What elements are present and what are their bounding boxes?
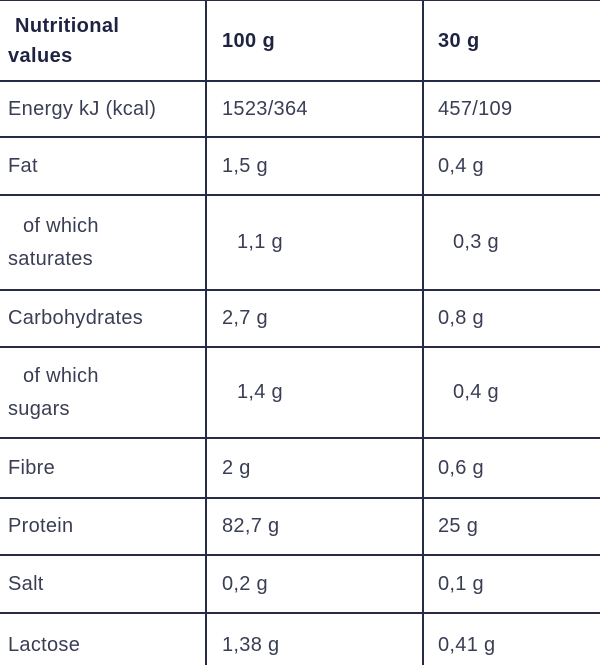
row-label-cell: Carbohydrates — [0, 291, 205, 346]
row-30g-cell: 0,1 g — [422, 556, 600, 612]
row-label-cell: Fat — [0, 138, 205, 194]
row-30g-value: 0,6 g — [438, 456, 484, 479]
table-row-protein: Protein 82,7 g 25 g — [0, 499, 600, 556]
row-100g-cell: 82,7 g — [205, 499, 422, 554]
row-100g-value: 1,1 g — [237, 231, 283, 253]
row-30g-value: 0,1 g — [438, 572, 484, 595]
row-label-cell: Fibre — [0, 439, 205, 497]
row-30g-cell: 0,4 g — [422, 138, 600, 194]
row-label: Protein — [8, 515, 74, 537]
row-label-cell: Lactose — [0, 614, 205, 665]
header-column-30g: 30 g — [422, 1, 600, 80]
table-header-row: Nutritional values 100 g 30 g — [0, 1, 600, 82]
row-100g-value: 82,7 g — [222, 515, 280, 537]
row-100g-value: 1,4 g — [237, 381, 283, 403]
row-label: Carbohydrates — [8, 307, 144, 329]
table-row-lactose: Lactose 1,38 g 0,41 g — [0, 614, 600, 665]
row-30g-value: 0,41 g — [438, 633, 496, 656]
row-label: of which saturates — [8, 214, 99, 270]
row-30g-value: 25 g — [438, 515, 479, 537]
row-100g-value: 0,2 g — [222, 572, 268, 595]
row-label: Energy kJ (kcal) — [8, 97, 157, 120]
header-nutritional-values: Nutritional values — [0, 1, 205, 80]
row-30g-value: 457/109 — [438, 97, 513, 120]
table-row-saturates: of which saturates 1,1 g 0,3 g — [0, 196, 600, 291]
row-100g-value: 2,7 g — [222, 307, 268, 329]
row-30g-value: 0,8 g — [438, 307, 484, 329]
row-100g-cell: 0,2 g — [205, 556, 422, 612]
row-100g-cell: 1,5 g — [205, 138, 422, 194]
row-100g-cell: 2,7 g — [205, 291, 422, 346]
row-30g-cell: 0,6 g — [422, 439, 600, 497]
row-label: Fibre — [8, 456, 56, 479]
row-label-cell: Protein — [0, 499, 205, 554]
row-30g-value: 0,4 g — [438, 154, 484, 177]
row-100g-value: 1523/364 — [222, 97, 308, 120]
row-30g-cell: 0,4 g — [422, 348, 600, 437]
row-100g-value: 1,5 g — [222, 154, 268, 177]
row-100g-cell: 1,1 g — [205, 196, 422, 289]
row-label-cell: Salt — [0, 556, 205, 612]
row-30g-cell: 25 g — [422, 499, 600, 554]
header-nutritional-values-label: Nutritional values — [8, 14, 120, 67]
row-30g-value: 0,3 g — [453, 231, 499, 253]
row-30g-cell: 457/109 — [422, 82, 600, 136]
table-row-sugars: of which sugars 1,4 g 0,4 g — [0, 348, 600, 439]
row-30g-cell: 0,41 g — [422, 614, 600, 665]
row-label: of which sugars — [8, 364, 99, 420]
header-column-30g-label: 30 g — [438, 29, 480, 52]
row-label: Salt — [8, 572, 44, 595]
table-row-fat: Fat 1,5 g 0,4 g — [0, 138, 600, 196]
row-100g-cell: 1,4 g — [205, 348, 422, 437]
row-30g-value: 0,4 g — [453, 381, 499, 403]
table-row-energy: Energy kJ (kcal) 1523/364 457/109 — [0, 82, 600, 138]
row-label-cell: of which saturates — [0, 196, 205, 289]
table-row-fibre: Fibre 2 g 0,6 g — [0, 439, 600, 499]
table-row-carbohydrates: Carbohydrates 2,7 g 0,8 g — [0, 291, 600, 348]
row-30g-cell: 0,3 g — [422, 196, 600, 289]
row-100g-cell: 2 g — [205, 439, 422, 497]
row-100g-cell: 1523/364 — [205, 82, 422, 136]
row-label-cell: of which sugars — [0, 348, 205, 437]
row-100g-value: 2 g — [222, 456, 251, 479]
row-label: Lactose — [8, 633, 81, 656]
row-100g-cell: 1,38 g — [205, 614, 422, 665]
row-100g-value: 1,38 g — [222, 633, 280, 656]
row-label-cell: Energy kJ (kcal) — [0, 82, 205, 136]
row-30g-cell: 0,8 g — [422, 291, 600, 346]
header-column-100g-label: 100 g — [222, 29, 276, 52]
header-column-100g: 100 g — [205, 1, 422, 80]
table-row-salt: Salt 0,2 g 0,1 g — [0, 556, 600, 614]
row-label: Fat — [8, 154, 38, 177]
